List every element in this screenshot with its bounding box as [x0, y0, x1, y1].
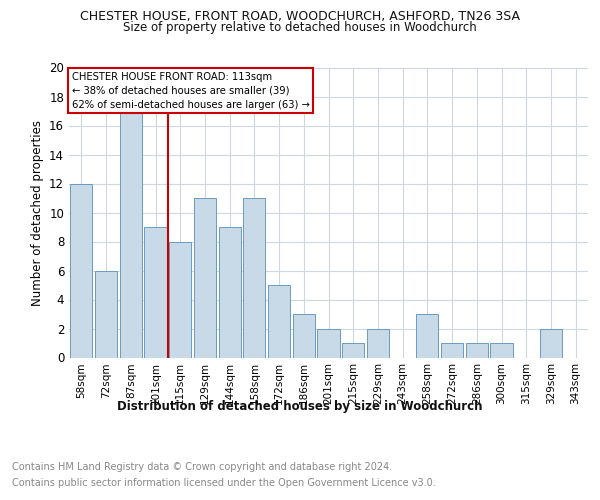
Text: Size of property relative to detached houses in Woodchurch: Size of property relative to detached ho…	[123, 21, 477, 34]
Text: CHESTER HOUSE, FRONT ROAD, WOODCHURCH, ASHFORD, TN26 3SA: CHESTER HOUSE, FRONT ROAD, WOODCHURCH, A…	[80, 10, 520, 23]
Text: CHESTER HOUSE FRONT ROAD: 113sqm
← 38% of detached houses are smaller (39)
62% o: CHESTER HOUSE FRONT ROAD: 113sqm ← 38% o…	[71, 72, 310, 110]
Bar	[145, 227, 167, 358]
Bar	[416, 314, 439, 358]
Bar	[243, 198, 265, 358]
Text: Contains public sector information licensed under the Open Government Licence v3: Contains public sector information licen…	[12, 478, 436, 488]
Bar	[293, 314, 315, 358]
Bar	[490, 343, 512, 357]
Bar	[95, 270, 117, 358]
Text: Contains HM Land Registry data © Crown copyright and database right 2024.: Contains HM Land Registry data © Crown c…	[12, 462, 392, 472]
Bar	[194, 198, 216, 358]
Bar	[441, 343, 463, 357]
Bar	[466, 343, 488, 357]
Bar	[119, 111, 142, 358]
Text: Distribution of detached houses by size in Woodchurch: Distribution of detached houses by size …	[117, 400, 483, 413]
Bar	[218, 227, 241, 358]
Bar	[367, 328, 389, 358]
Bar	[342, 343, 364, 357]
Bar	[540, 328, 562, 358]
Bar	[70, 184, 92, 358]
Bar	[169, 242, 191, 358]
Bar	[268, 285, 290, 358]
Y-axis label: Number of detached properties: Number of detached properties	[31, 120, 44, 306]
Bar	[317, 328, 340, 358]
